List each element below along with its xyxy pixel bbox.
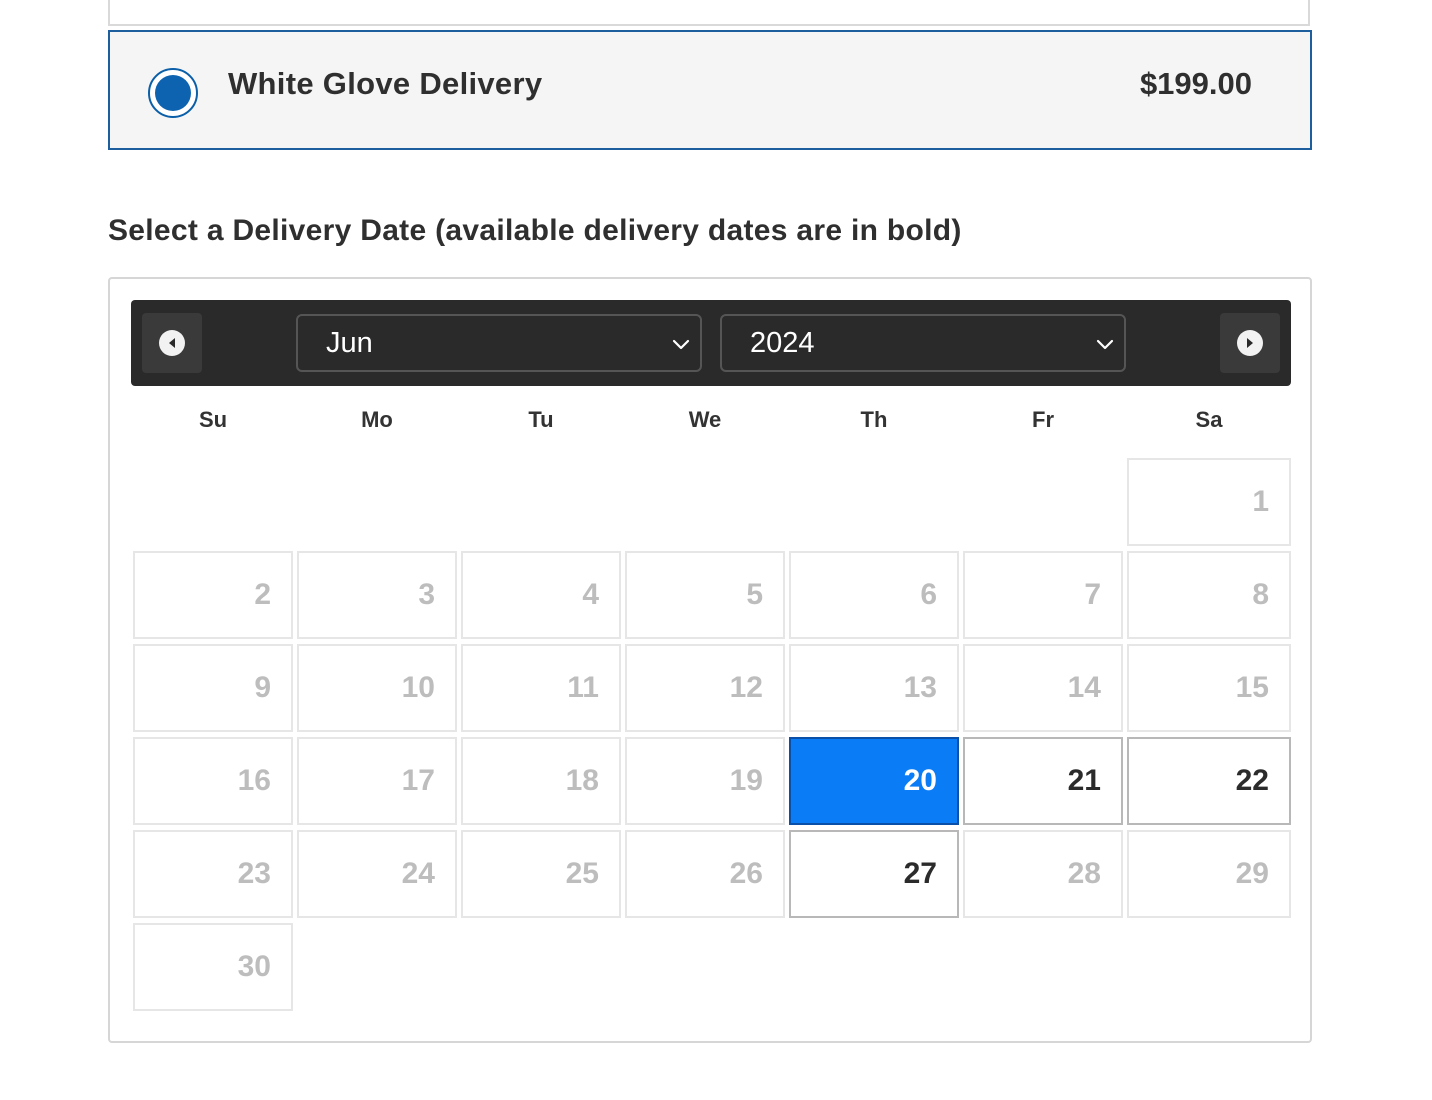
section-title: Select a Delivery Date (available delive… [108,214,962,247]
unavailable-day-cell: 24 [297,830,457,918]
unavailable-day-cell: 11 [461,644,621,732]
unavailable-day-cell: 4 [461,551,621,639]
radio-button[interactable] [148,68,198,118]
unavailable-day-cell: 17 [297,737,457,825]
weekday-label: Fr [1032,407,1054,432]
caret-left-icon [159,330,185,356]
weekday-label: Th [860,407,888,432]
available-day-cell[interactable]: 22 [1127,737,1291,825]
weekday-header-row: Su Mo Tu We Th Fr Sa [131,407,1291,437]
unavailable-day-cell: 30 [133,923,293,1011]
unavailable-day-cell: 14 [963,644,1123,732]
available-day-cell[interactable]: 21 [963,737,1123,825]
next-month-button[interactable] [1220,313,1280,373]
chevron-down-icon [672,339,690,350]
available-day-cell[interactable]: 27 [789,830,959,918]
unavailable-day-cell: 5 [625,551,785,639]
unavailable-day-cell: 2 [133,551,293,639]
unavailable-day-cell: 8 [1127,551,1291,639]
year-select[interactable]: 2024 [720,314,1126,372]
weekday-label: We [688,407,722,432]
unavailable-day-cell: 6 [789,551,959,639]
unavailable-day-cell: 26 [625,830,785,918]
unavailable-day-cell: 28 [963,830,1123,918]
unavailable-day-cell: 18 [461,737,621,825]
datepicker-header: Jun 2024 [131,300,1291,386]
selected-day-cell[interactable]: 20 [789,737,959,825]
weekday-label: Mo [361,407,393,432]
month-select-value: Jun [326,327,373,359]
unavailable-day-cell: 15 [1127,644,1291,732]
unavailable-day-cell: 1 [1127,458,1291,546]
unavailable-day-cell: 29 [1127,830,1291,918]
unavailable-day-cell: 19 [625,737,785,825]
unavailable-day-cell: 7 [963,551,1123,639]
caret-right-icon [1237,330,1263,356]
weekday-label: Su [198,407,228,432]
unavailable-day-cell: 12 [625,644,785,732]
unavailable-day-cell: 3 [297,551,457,639]
unavailable-day-cell: 10 [297,644,457,732]
unavailable-day-cell: 13 [789,644,959,732]
delivery-datepicker: Jun 2024 Su Mo Tu We Th Fr Sa 1 2 3 4 5 6 7 8 9 10 11 12 1… [108,277,1312,1043]
year-select-value: 2024 [750,327,815,359]
previous-delivery-option[interactable] [108,0,1310,26]
radio-selected-dot [155,75,191,111]
unavailable-day-cell: 23 [133,830,293,918]
prev-month-button[interactable] [142,313,202,373]
chevron-down-icon [1096,339,1114,350]
unavailable-day-cell: 9 [133,644,293,732]
weekday-label: Sa [1195,407,1223,432]
white-glove-delivery-option[interactable]: White Glove Delivery $199.00 [108,30,1312,150]
month-select[interactable]: Jun [296,314,702,372]
weekday-label: Tu [528,407,554,432]
unavailable-day-cell: 16 [133,737,293,825]
delivery-option-price: $199.00 [1139,66,1252,101]
delivery-option-label: White Glove Delivery [228,66,543,101]
unavailable-day-cell: 25 [461,830,621,918]
